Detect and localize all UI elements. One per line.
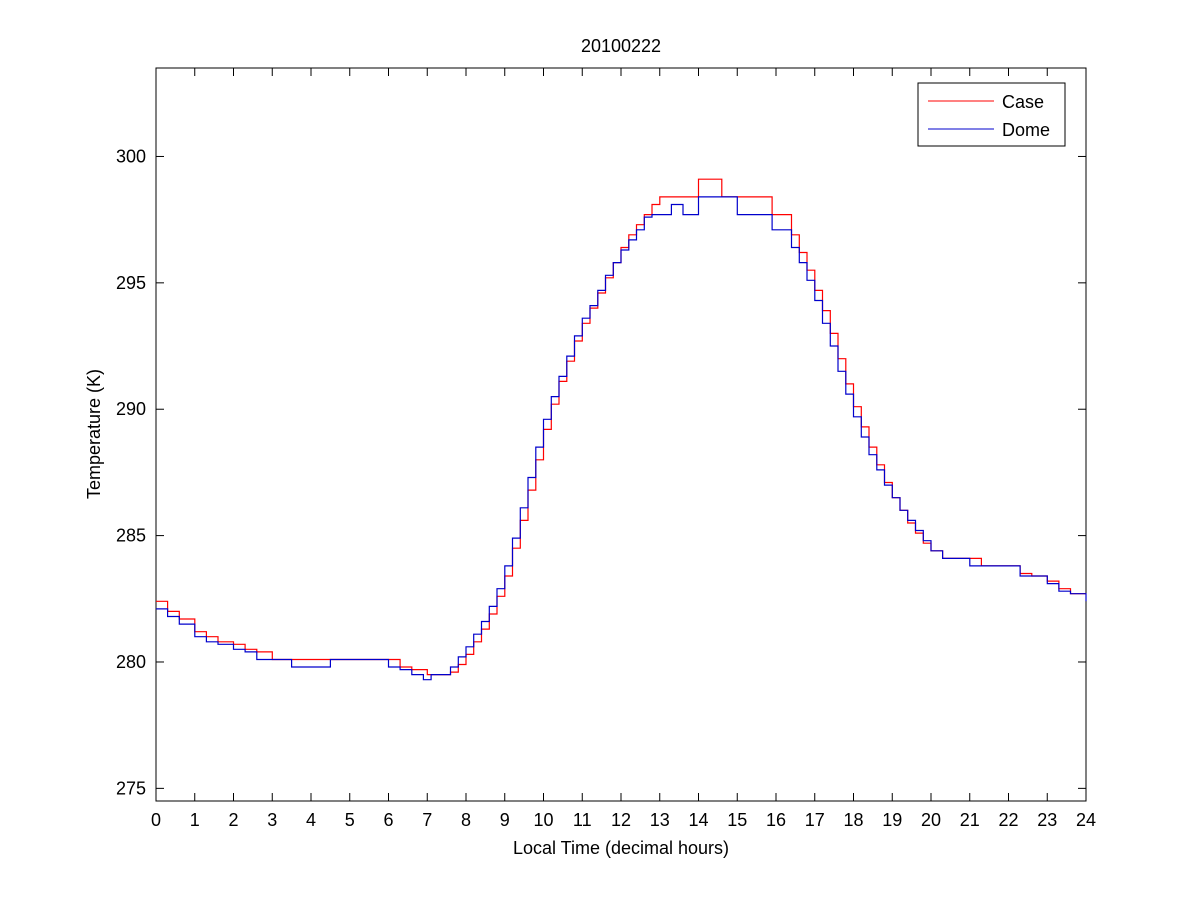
legend: Case Dome <box>917 82 1066 147</box>
x-tick-label: 19 <box>882 810 902 830</box>
x-tick-label: 2 <box>228 810 238 830</box>
legend-label-dome: Dome <box>1002 120 1050 140</box>
x-tick-label: 0 <box>151 810 161 830</box>
series-line-dome <box>156 196 1087 681</box>
x-tick-label: 6 <box>383 810 393 830</box>
axis-ticks: 0 1 2 3 4 5 6 7 8 9 10 11 12 13 14 15 16 17 18 19 20 21 22 23 24… <box>116 68 1096 830</box>
x-tick-label: 20 <box>921 810 941 830</box>
x-tick-label: 12 <box>611 810 631 830</box>
y-tick-label: 285 <box>116 526 146 546</box>
x-tick-label: 16 <box>766 810 786 830</box>
y-tick-label: 290 <box>116 399 146 419</box>
x-tick-label: 9 <box>500 810 510 830</box>
x-tick-label: 13 <box>650 810 670 830</box>
x-tick-label: 15 <box>727 810 747 830</box>
x-axis-label: Local Time (decimal hours) <box>513 838 729 858</box>
x-tick-label: 23 <box>1037 810 1057 830</box>
x-tick-label: 3 <box>267 810 277 830</box>
x-tick-label: 8 <box>461 810 471 830</box>
plot-area <box>155 67 1087 802</box>
x-tick-label: 10 <box>533 810 553 830</box>
x-tick-label: 7 <box>422 810 432 830</box>
x-tick-label: 17 <box>805 810 825 830</box>
x-tick-label: 5 <box>345 810 355 830</box>
legend-label-case: Case <box>1002 92 1044 112</box>
x-tick-label: 18 <box>843 810 863 830</box>
x-tick-label: 4 <box>306 810 316 830</box>
y-tick-label: 300 <box>116 146 146 166</box>
x-tick-label: 22 <box>998 810 1018 830</box>
x-tick-label: 1 <box>190 810 200 830</box>
y-tick-label: 275 <box>116 778 146 798</box>
legend-box <box>917 82 1066 147</box>
x-tick-label: 24 <box>1076 810 1096 830</box>
y-tick-label: 280 <box>116 652 146 672</box>
y-axis-label: Temperature (K) <box>84 369 104 499</box>
series-group <box>156 178 1087 681</box>
x-tick-label: 21 <box>960 810 980 830</box>
x-tick-label: 14 <box>688 810 708 830</box>
y-tick-label: 295 <box>116 273 146 293</box>
chart-title: 20100222 <box>581 36 661 56</box>
x-tick-label: 11 <box>573 810 592 830</box>
